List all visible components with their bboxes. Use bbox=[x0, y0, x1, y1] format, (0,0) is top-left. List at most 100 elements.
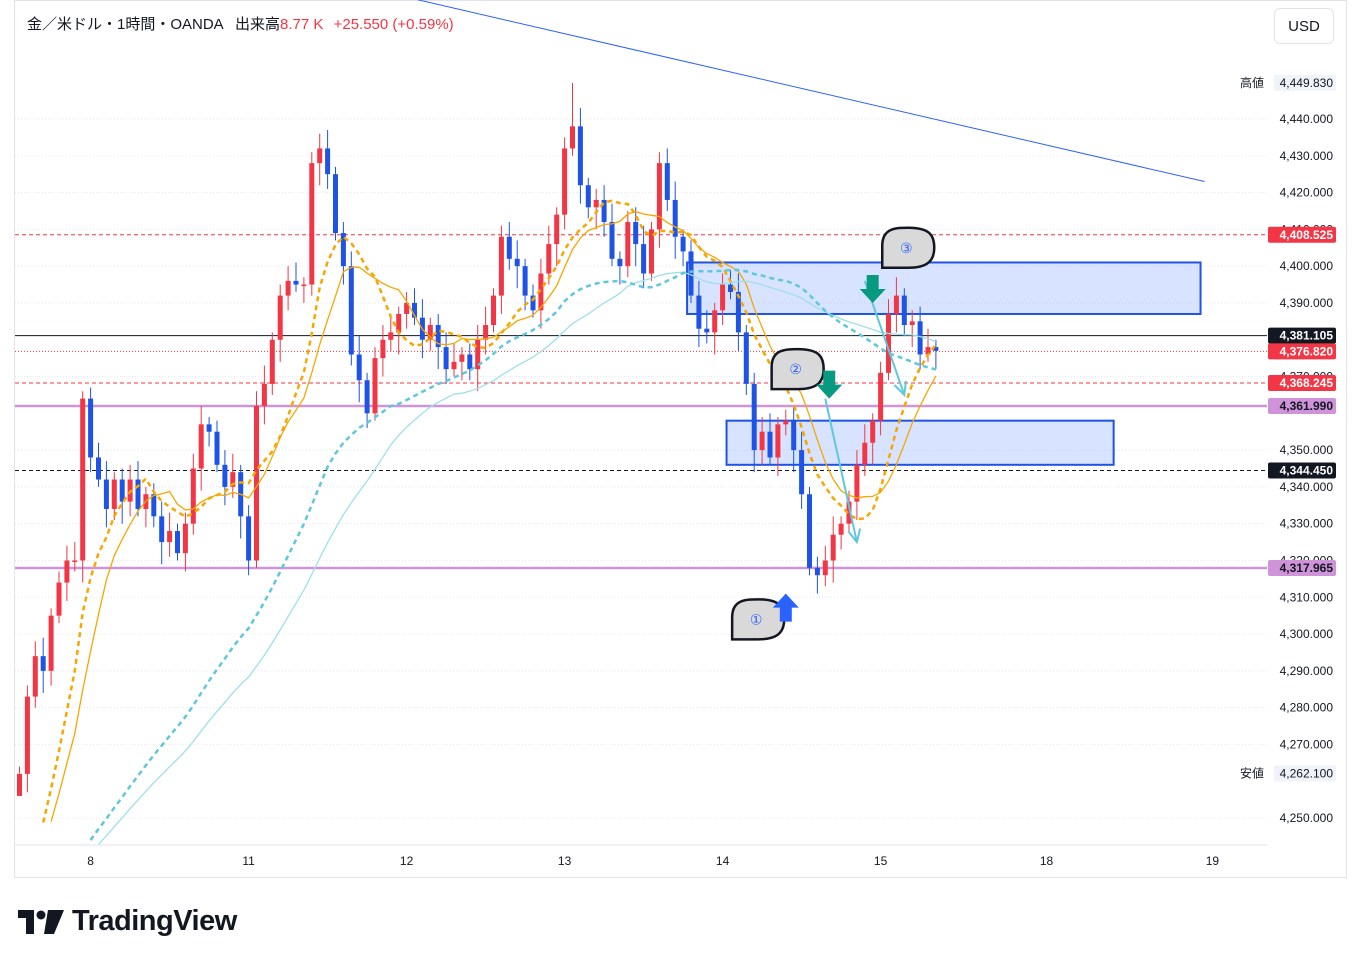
projection-arrow-line[interactable] bbox=[824, 398, 858, 543]
candle-body bbox=[277, 295, 283, 340]
arrow-up-icon bbox=[772, 593, 799, 622]
candle-body bbox=[475, 339, 481, 370]
candle-body bbox=[246, 516, 252, 561]
candle-body bbox=[712, 310, 718, 333]
moving-average-line bbox=[89, 268, 937, 841]
candle-body bbox=[720, 284, 726, 311]
candle-body bbox=[870, 420, 876, 443]
candle-body bbox=[743, 332, 749, 384]
callout-marker-3[interactable] bbox=[881, 226, 936, 270]
price-axis-label: 4,280.000 bbox=[1280, 701, 1334, 715]
candle-body bbox=[443, 347, 449, 370]
candle-body bbox=[159, 516, 165, 543]
hi-lo-value: 4,262.100 bbox=[1280, 766, 1334, 780]
time-axis-label: 19 bbox=[1206, 854, 1220, 868]
candle-body bbox=[704, 328, 710, 333]
time-axis-label: 15 bbox=[874, 854, 888, 868]
hi-lo-value-bg bbox=[1274, 74, 1336, 91]
hi-lo-value: 4,449.830 bbox=[1280, 76, 1334, 90]
candle-body bbox=[822, 560, 828, 576]
chart-frame bbox=[14, 0, 1347, 878]
candle-body bbox=[301, 284, 307, 287]
price-axis-label: 4,300.000 bbox=[1280, 627, 1334, 641]
price-axis-label: 4,400.000 bbox=[1280, 259, 1334, 273]
candle-body bbox=[230, 472, 236, 487]
candle-body bbox=[483, 325, 489, 340]
annotations[interactable]: ① ② ③ bbox=[730, 226, 936, 641]
price-tag bbox=[1268, 327, 1336, 344]
currency-button[interactable]: USD bbox=[1274, 8, 1334, 44]
projection-arrow-head[interactable] bbox=[893, 380, 907, 398]
candle-body bbox=[577, 126, 583, 186]
candle-body bbox=[364, 380, 370, 414]
candle-body bbox=[585, 185, 591, 208]
price-axis-label: 4,430.000 bbox=[1280, 149, 1334, 163]
candle-body bbox=[506, 236, 512, 259]
candle-body bbox=[751, 383, 757, 451]
candle-body bbox=[933, 347, 939, 351]
price-levels bbox=[15, 234, 1267, 570]
candle-body bbox=[767, 431, 773, 458]
callout-marker-2[interactable] bbox=[770, 347, 825, 391]
candle-body bbox=[103, 479, 109, 509]
candle-body bbox=[135, 479, 141, 509]
callout-marker-label: ① bbox=[750, 611, 763, 627]
time-axis-label: 18 bbox=[1040, 854, 1054, 868]
candle-body bbox=[435, 325, 441, 348]
candle-body bbox=[261, 383, 267, 406]
price-tag-label: 4,361.990 bbox=[1280, 399, 1334, 413]
projection-arrow-head[interactable] bbox=[847, 528, 862, 545]
candle-body bbox=[293, 280, 299, 285]
price-axis-label: 4,340.000 bbox=[1280, 480, 1334, 494]
price-axis-label: 4,350.000 bbox=[1280, 443, 1334, 457]
candle-body bbox=[649, 229, 654, 274]
candle-body bbox=[348, 266, 354, 355]
arrow-down-icon bbox=[859, 274, 886, 303]
candle-body bbox=[317, 148, 323, 164]
callout-marker-label: ③ bbox=[900, 240, 913, 256]
candle-body bbox=[878, 372, 884, 421]
candle-body bbox=[641, 244, 647, 274]
candle-body bbox=[372, 358, 378, 414]
candle-body bbox=[451, 361, 457, 370]
price-tag bbox=[1268, 397, 1336, 414]
candle-body bbox=[412, 302, 417, 318]
candle-body bbox=[206, 424, 212, 432]
candle-body bbox=[570, 126, 575, 149]
candle-body bbox=[514, 258, 520, 267]
hi-lo-tag: 安値 bbox=[1240, 765, 1264, 780]
supply-demand-zone-2 bbox=[725, 419, 1115, 466]
price-tag-label: 4,381.105 bbox=[1280, 329, 1334, 343]
candle-body bbox=[554, 214, 560, 245]
candle-body bbox=[72, 560, 78, 562]
candle-body bbox=[427, 325, 433, 340]
candles bbox=[17, 82, 939, 796]
volume-value: 8.77 K bbox=[280, 16, 324, 33]
candle-body bbox=[56, 582, 62, 616]
candle-body bbox=[601, 199, 607, 223]
price-axis-label: 4,310.000 bbox=[1280, 590, 1334, 604]
candle-body bbox=[656, 163, 662, 230]
symbol-title: 金／米ドル・1時間・OANDA bbox=[27, 16, 223, 33]
candle-body bbox=[893, 295, 899, 314]
candle-body bbox=[119, 479, 125, 502]
arrow-down-icon bbox=[816, 370, 843, 399]
price-axis: 4,440.0004,430.0004,420.0004,410.0004,40… bbox=[1236, 74, 1336, 825]
candle-body bbox=[32, 656, 38, 697]
candle-body bbox=[783, 420, 789, 425]
candle-body bbox=[214, 431, 220, 465]
price-tag-label: 4,344.450 bbox=[1280, 464, 1334, 478]
candle-body bbox=[617, 258, 623, 267]
candle-body bbox=[340, 233, 346, 267]
candle-body bbox=[182, 523, 188, 554]
candle-body bbox=[380, 339, 386, 359]
candle-body bbox=[40, 656, 46, 671]
candle-body bbox=[886, 313, 891, 373]
candle-body bbox=[80, 398, 86, 561]
trendline[interactable] bbox=[170, 0, 1205, 183]
descending-trendline[interactable] bbox=[170, 0, 1205, 183]
candle-body bbox=[830, 534, 836, 561]
candle-body bbox=[151, 494, 157, 517]
price-axis-label: 4,390.000 bbox=[1280, 296, 1334, 310]
